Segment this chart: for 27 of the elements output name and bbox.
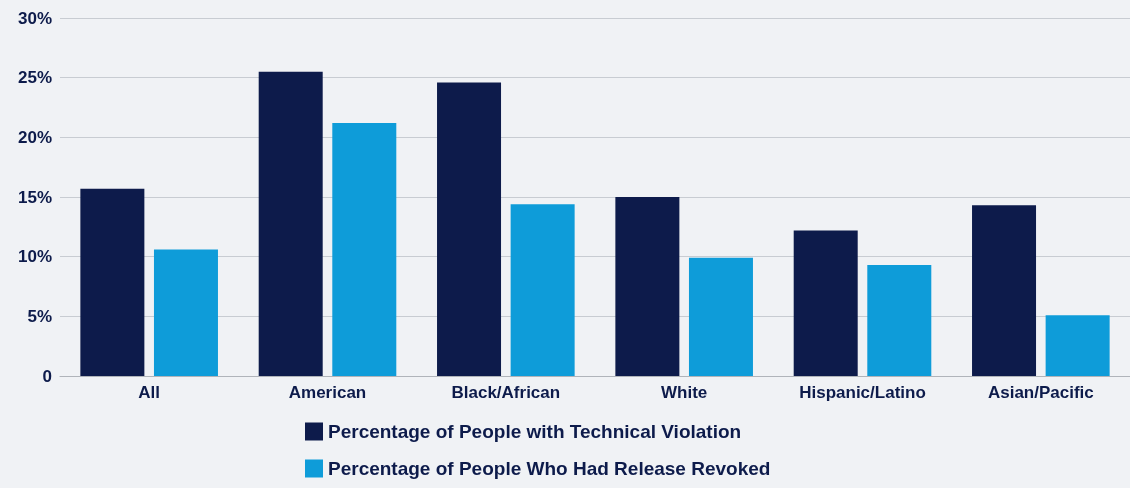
y-tick-label: 15% xyxy=(17,187,52,207)
y-tick-label: 30% xyxy=(17,8,52,28)
y-tick-label: 0 xyxy=(42,366,52,386)
legend-label: Percentage of People Who Had Release Revoked xyxy=(328,458,771,479)
y-tick-label: 25% xyxy=(17,68,52,88)
y-tick-label: 20% xyxy=(17,127,52,147)
bar xyxy=(437,82,502,376)
bar xyxy=(258,71,323,376)
bar xyxy=(615,197,680,376)
bar xyxy=(972,205,1037,376)
x-tick-label: White xyxy=(661,383,708,402)
legend-label: Percentage of People with Technical Violation xyxy=(328,421,742,442)
x-tick-label: American xyxy=(288,383,367,402)
x-tick-label: Asian/Pacific xyxy=(987,383,1094,402)
x-tick-label: All xyxy=(138,383,161,402)
bar xyxy=(1045,315,1110,376)
x-tick-label: Black/African xyxy=(451,383,561,402)
x-tick-label: Hispanic/Latino xyxy=(799,383,926,402)
bar xyxy=(153,249,218,376)
y-tick-label: 5% xyxy=(27,306,52,326)
bar xyxy=(867,265,932,376)
bar xyxy=(332,123,397,376)
bar xyxy=(793,230,858,376)
y-tick-label: 10% xyxy=(17,247,52,267)
bar xyxy=(510,204,575,376)
bar xyxy=(688,257,753,376)
bar xyxy=(80,188,145,376)
